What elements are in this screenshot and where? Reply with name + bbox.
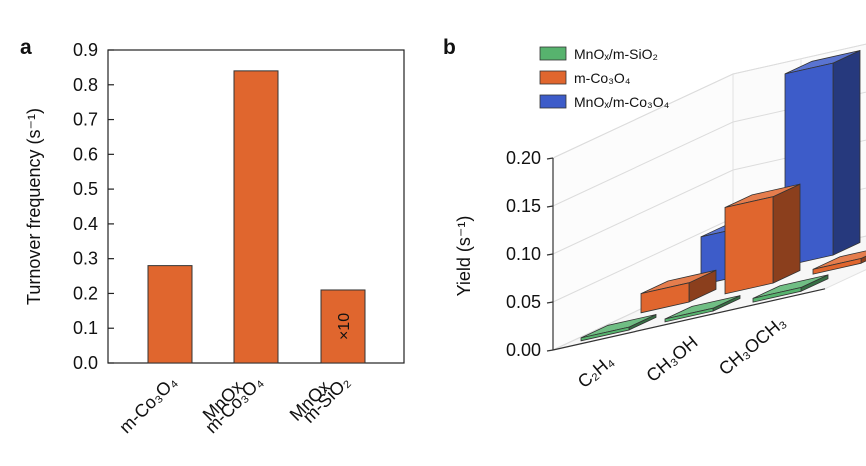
x-tick-label: CH₃OCH₃: [715, 312, 790, 379]
y-tick-label: 0.3: [73, 249, 98, 269]
y-tick-label: 0.9: [73, 40, 98, 60]
bar-front: [812, 258, 862, 275]
legend-swatch: [539, 94, 567, 109]
bar-m-co3o4: [147, 265, 193, 364]
legend-label: MnOₓ/m-SiO₂: [574, 46, 658, 62]
y-tick-label: 0.10: [506, 244, 541, 264]
legend-swatch: [539, 70, 567, 85]
legend-label: m-Co₃O₄: [574, 70, 631, 86]
y-tick-label: 0.00: [506, 340, 541, 360]
y-tick-label: 0.5: [73, 179, 98, 199]
bar-annotation: ×10: [336, 313, 353, 340]
grid-line: [552, 91, 866, 207]
grid-line: [552, 43, 866, 159]
y-tick-label: 0.0: [73, 353, 98, 373]
bar-mnox-m-sio2-ch3och3: [752, 274, 829, 303]
grid-line: [552, 139, 866, 255]
bar-front: [752, 287, 802, 303]
bar-side: [832, 49, 861, 256]
bar-front: [640, 282, 690, 314]
y-axis-label: Turnover frequency (s⁻¹): [24, 108, 44, 305]
y-tick-label: 0.8: [73, 75, 98, 95]
y-tick-label: 0.7: [73, 110, 98, 130]
bar-m-co3o4-ch3oh: [724, 183, 801, 295]
bar-m-co3o4-c2h4: [640, 269, 717, 314]
panel-a-label: a: [20, 36, 32, 59]
y-tick-label: 0.4: [73, 214, 98, 234]
y-tick-label: 0.2: [73, 283, 98, 303]
y-tick: [546, 349, 554, 352]
bar-mnox-m-sio2-ch3oh: [664, 294, 741, 323]
bar-front: [664, 307, 714, 323]
y-tick: [546, 157, 554, 160]
x-tick-label: C₂H₄: [574, 351, 618, 392]
y-tick: [546, 301, 554, 304]
x-tick-label: CH₃OH: [643, 332, 702, 386]
y-tick-label: 0.15: [506, 196, 541, 216]
bar-mnox-m-sio2-c2h4: [580, 313, 657, 342]
panel-b-label: b: [443, 36, 456, 59]
y-axis-label: Yield (s⁻¹): [454, 216, 474, 297]
bar-side: [772, 183, 801, 284]
bar-mnox-m-co3o4: [233, 70, 279, 364]
bar-front: [580, 326, 630, 342]
y-tick: [546, 205, 554, 208]
bar-mnox-m-sio2: [320, 289, 366, 364]
y-tick-label: 0.6: [73, 144, 98, 164]
bar-m-co3o4-ch3och3: [812, 250, 866, 275]
legend-label: MnOₓ/m-Co₃O₄: [574, 94, 670, 110]
x-axis: [552, 288, 826, 351]
legend-swatch: [539, 46, 567, 61]
y-tick-label: 0.05: [506, 292, 541, 312]
y-tick-label: 0.20: [506, 148, 541, 168]
y-tick-label: 0.1: [73, 318, 98, 338]
bar-front: [724, 196, 774, 295]
y-tick: [546, 253, 554, 256]
